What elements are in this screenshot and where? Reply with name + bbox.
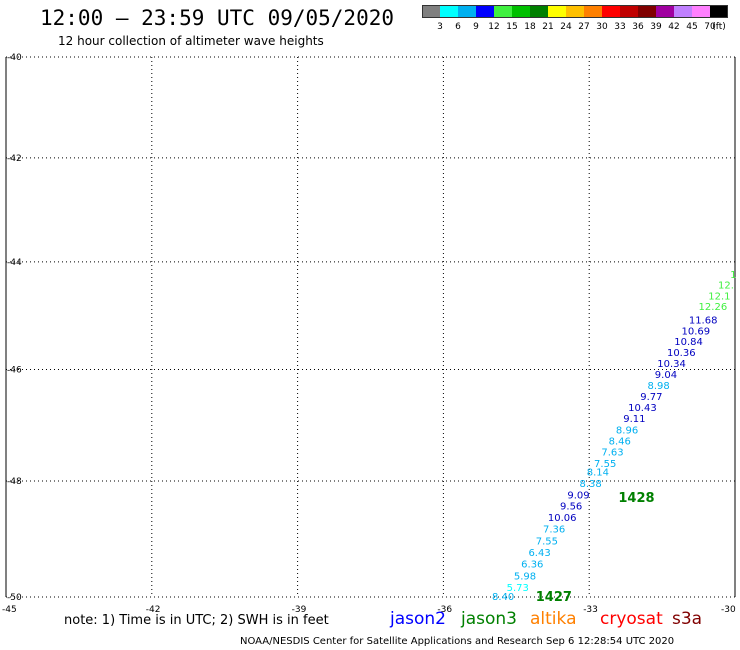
swh-value-label: 5.98 xyxy=(514,571,536,582)
pass-id-label: 1428 xyxy=(618,491,654,506)
swh-value-label: 10.43 xyxy=(628,403,657,414)
color-scale-label: 33 xyxy=(614,22,626,32)
swh-value-label: 10.84 xyxy=(674,337,703,348)
color-swatch xyxy=(476,5,494,18)
lon-tick-label: -39 xyxy=(292,605,307,615)
legend-item-jason3: jason3 xyxy=(461,609,517,629)
color-scale-label: 27 xyxy=(578,22,590,32)
swh-value-label: 10.34 xyxy=(657,359,686,370)
color-scale-label: 3 xyxy=(437,22,443,32)
swh-value-label: 6.36 xyxy=(521,560,543,571)
color-swatch xyxy=(620,5,638,18)
lat-tick-label: -46 xyxy=(7,365,22,375)
color-scale-label: 15 xyxy=(506,22,518,32)
color-swatch xyxy=(566,5,584,18)
color-scale-label: 45 xyxy=(686,22,698,32)
color-swatch xyxy=(656,5,674,18)
lon-tick-label: -36 xyxy=(437,605,452,615)
swh-value-label: 6.43 xyxy=(528,548,550,559)
legend-item-altika: altika xyxy=(530,609,577,629)
color-swatch xyxy=(674,5,692,18)
lon-tick-label: -45 xyxy=(2,605,17,615)
swh-value-label: 8.98 xyxy=(648,381,670,392)
swh-value-label: 9.11 xyxy=(623,414,645,425)
units-note: note: 1) Time is in UTC; 2) SWH is in fe… xyxy=(64,613,329,628)
color-swatch xyxy=(440,5,458,18)
swh-value-label: 10.06 xyxy=(548,513,577,524)
swh-value-label: 12.1 xyxy=(708,291,730,302)
color-scale-label: 18 xyxy=(524,22,536,32)
lat-tick-label: -42 xyxy=(7,154,22,164)
swh-track: 8.405.735.986.366.437.557.3610.069.569.0… xyxy=(492,270,737,603)
swh-value-label: 5.73 xyxy=(507,583,529,594)
color-scale-label: 39 xyxy=(650,22,662,32)
lon-tick-label: -33 xyxy=(583,605,598,615)
swh-value-label: 1 xyxy=(730,270,736,281)
swh-value-label: 7.55 xyxy=(594,459,616,470)
color-scale-label: 12 xyxy=(488,22,500,32)
swh-value-label: 10.69 xyxy=(682,326,711,337)
color-scale-label: 42 xyxy=(668,22,680,32)
swh-value-label: 9.09 xyxy=(567,490,589,501)
color-scale-label: 70 xyxy=(704,22,716,32)
lon-tick-label: -42 xyxy=(146,605,161,615)
color-swatch xyxy=(638,5,656,18)
lat-tick-label: -44 xyxy=(7,258,22,268)
swh-value-label: 7.63 xyxy=(601,448,623,459)
color-swatch xyxy=(584,5,602,18)
swh-value-label: 12.26 xyxy=(699,302,728,313)
color-scale-label: 24 xyxy=(560,22,572,32)
swh-value-label: 7.55 xyxy=(536,536,558,547)
swh-value-label: 9.56 xyxy=(560,502,582,513)
page-title: 12:00 – 23:59 UTC 09/05/2020 xyxy=(40,6,395,30)
color-scale-frame xyxy=(422,5,728,18)
color-swatch xyxy=(692,5,710,18)
color-swatch xyxy=(458,5,476,18)
color-swatch xyxy=(548,5,566,18)
color-swatch xyxy=(530,5,548,18)
swh-value-label: 8.46 xyxy=(609,436,631,447)
swh-value-label: 9.04 xyxy=(655,370,677,381)
swh-value-label: 8.38 xyxy=(579,479,601,490)
swh-value-label: 12. xyxy=(718,281,734,292)
swh-value-label: 8.40 xyxy=(492,592,514,603)
color-scale-label: 30 xyxy=(596,22,608,32)
page-subtitle: 12 hour collection of altimeter wave hei… xyxy=(58,34,324,48)
swh-value-label: 11.68 xyxy=(689,316,718,327)
lat-tick-label: -50 xyxy=(7,593,22,603)
color-scale-label: 9 xyxy=(473,22,479,32)
footer-credit: NOAA/NESDIS Center for Satellite Applica… xyxy=(240,636,675,647)
color-scale-label: (ft) xyxy=(712,22,726,32)
color-scale-label: 21 xyxy=(542,22,554,32)
legend-item-jason2: jason2 xyxy=(390,609,446,629)
swh-value-label: 8.14 xyxy=(587,468,609,479)
lat-tick-label: -40 xyxy=(7,53,22,63)
lat-tick-label: -48 xyxy=(7,477,22,487)
swh-value-label: 7.36 xyxy=(543,525,565,536)
color-swatch xyxy=(512,5,530,18)
lon-tick-label: -30 xyxy=(721,605,736,615)
color-scale-label: 6 xyxy=(455,22,461,32)
pass-id-label: 1427 xyxy=(536,590,572,605)
color-swatch xyxy=(494,5,512,18)
legend-item-s3a: s3a xyxy=(672,609,703,629)
color-swatch xyxy=(602,5,620,18)
swh-value-label: 8.96 xyxy=(616,425,638,436)
color-swatch xyxy=(422,5,440,18)
swh-value-label: 9.77 xyxy=(640,392,662,403)
color-swatch xyxy=(710,5,728,18)
legend-item-cryosat: cryosat xyxy=(600,609,663,629)
swh-value-label: 10.36 xyxy=(667,348,696,359)
color-scale-label: 36 xyxy=(632,22,644,32)
